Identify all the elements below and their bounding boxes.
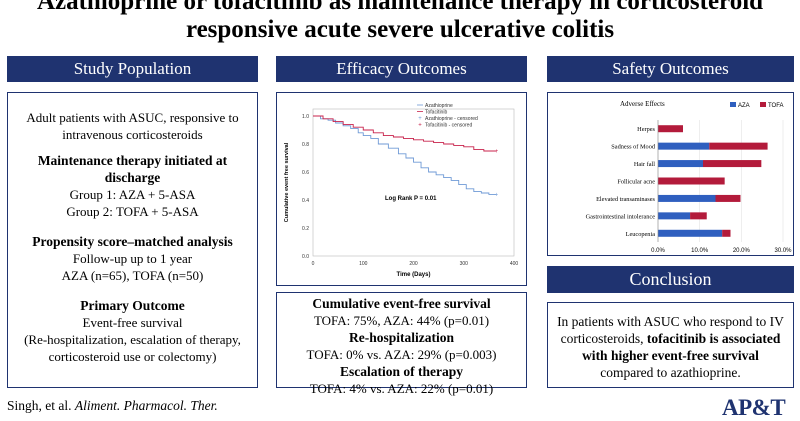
- adverse-effects-chart: Adverse Effects AZA TOFA 0.0% 10.0% 20.0% 30.0…: [586, 100, 793, 254]
- ae-bar-tofa-5: [690, 212, 707, 220]
- km-ytick-5: 1.0: [302, 114, 309, 120]
- ae-bar-tofa-6: [722, 229, 731, 237]
- ae-category-1: Sadness of Mood: [611, 144, 656, 151]
- km-ytick-4: 0.8: [302, 142, 309, 148]
- followup: Follow-up up to 1 year: [72, 251, 193, 266]
- km-legend-label-2: Azathioprine - censored: [425, 116, 478, 122]
- km-xtick-2: 200: [409, 261, 418, 267]
- km-xtick-0: 0: [312, 261, 315, 267]
- km-series-0: [313, 115, 497, 195]
- ae-xtick-2: 20.0%: [733, 248, 751, 254]
- ae-legend-swatch-0: [730, 102, 736, 107]
- adverse-chart-box: Adverse Effects AZA TOFA 0.0% 10.0% 20.0% 30.0…: [547, 92, 794, 256]
- ae-bar-tofa-0: [658, 125, 683, 133]
- rehosp-heading: Re-hospitalization: [348, 330, 454, 345]
- km-ytick-0: 0.0: [302, 254, 309, 260]
- conclusion-text: In patients with ASUC who respond to IV …: [557, 314, 784, 346]
- efs-value: TOFA: 75%, AZA: 44% (p=0.01): [313, 313, 490, 328]
- km-series-1: [313, 115, 497, 152]
- ae-bar-aza-2: [658, 160, 703, 168]
- efficacy-results-box: Cumulative event-free survival TOFA: 75%…: [276, 292, 527, 396]
- group2: Group 2: TOFA + 5-ASA: [66, 204, 199, 219]
- conclusion-emphasis: tofacitinib is associated with higher ev…: [582, 331, 781, 363]
- group1: Group 1: AZA + 5-ASA: [69, 187, 196, 202]
- km-chart-box: 0.0 0.2 0.4 0.6 0.8 1.0 0 100 200 300 400 Time (Day…: [276, 92, 527, 286]
- km-legend-swatch-3: +: [418, 123, 422, 129]
- efs-heading: Cumulative event-free survival: [312, 296, 491, 311]
- km-xlabel: Time (Days): [397, 272, 431, 278]
- paper-title-line2: responsive acute severe ulcerative colit…: [185, 16, 615, 43]
- km-xtick-4: 400: [510, 261, 519, 267]
- conclusion-text-end: compared to azathioprine.: [600, 365, 741, 380]
- outcome: Event-free survival: [82, 315, 183, 330]
- citation: Singh, et al. Aliment. Pharmacol. Ther.: [7, 398, 218, 414]
- ae-bar-tofa-4: [715, 194, 741, 202]
- ae-bar-tofa-1: [709, 142, 768, 150]
- km-ytick-2: 0.4: [302, 198, 309, 204]
- journal-logo: AP&T: [722, 395, 786, 420]
- rehosp-value: TOFA: 0% vs. AZA: 29% (p=0.003): [306, 347, 497, 362]
- escalation-value: TOFA: 4% vs. AZA: 22% (p=0.01): [309, 381, 494, 396]
- ae-bar-aza-5: [658, 212, 691, 220]
- km-ytick-1: 0.2: [302, 226, 309, 232]
- km-legend-label-0: Azathioprine: [425, 103, 453, 109]
- km-annotation: Log Rank P = 0.01: [385, 196, 437, 202]
- maint-heading: Maintenance therapy initiated at dischar…: [37, 153, 228, 185]
- outcome-heading: Primary Outcome: [80, 298, 185, 313]
- paper-title-line1: Azathioprine or tofacitinib as maintenan…: [36, 0, 764, 15]
- safety-header: Safety Outcomes: [547, 56, 794, 82]
- ae-category-0: Herpes: [637, 126, 655, 133]
- conclusion-header: Conclusion: [547, 266, 794, 293]
- km-plot-frame: [312, 108, 515, 257]
- ae-category-4: Elevated transaminases: [596, 196, 655, 203]
- ae-category-5: Gastrointestinal intolerance: [586, 213, 656, 220]
- psm-heading: Propensity score–matched analysis: [32, 234, 233, 249]
- citation-authors: Singh, et al.: [7, 398, 75, 413]
- km-ylabel: Cumulative event free survival: [284, 142, 290, 222]
- ae-xtick-1: 10.0%: [691, 248, 709, 254]
- ae-legend-label-0: AZA: [738, 103, 750, 109]
- efficacy-header: Efficacy Outcomes: [276, 56, 527, 82]
- ae-xtick-3: 30.0%: [774, 248, 792, 254]
- citation-journal: Aliment. Pharmacol. Ther.: [74, 398, 218, 413]
- ae-bar-aza-4: [658, 194, 716, 202]
- outcome-detail: (Re-hospitalization, escalation of thera…: [24, 332, 241, 364]
- ae-legend-label-1: TOFA: [768, 103, 784, 109]
- km-ytick-3: 0.6: [302, 170, 309, 176]
- ae-category-3: Follicular acne: [617, 179, 655, 186]
- km-censor-1: +: [495, 149, 499, 155]
- escalation-heading: Escalation of therapy: [340, 364, 463, 379]
- ae-xtick-0: 0.0%: [651, 248, 665, 254]
- km-legend-label-1: Tofacitinib: [425, 110, 447, 116]
- ae-bar-aza-1: [658, 142, 710, 150]
- ae-bar-aza-6: [658, 229, 723, 237]
- ae-title: Adverse Effects: [620, 100, 665, 108]
- km-legend-swatch-2: +: [418, 116, 422, 122]
- conclusion-box: In patients with ASUC who respond to IV …: [547, 302, 794, 388]
- ae-bar-tofa-2: [703, 160, 762, 168]
- counts: AZA (n=65), TOFA (n=50): [61, 268, 204, 283]
- km-censor-0: +: [495, 192, 499, 198]
- km-xtick-3: 300: [460, 261, 469, 267]
- km-legend-label-3: Tofacitinib - censored: [425, 123, 472, 129]
- ae-legend-swatch-1: [760, 102, 766, 107]
- study-population-box: Adult patients with ASUC, responsive to …: [7, 92, 258, 388]
- km-survival-chart: 0.0 0.2 0.4 0.6 0.8 1.0 0 100 200 300 400 Time (Day…: [284, 103, 519, 278]
- ae-category-2: Hair fall: [634, 161, 655, 168]
- population-intro: Adult patients with ASUC, responsive to …: [26, 110, 239, 142]
- km-xtick-1: 100: [359, 261, 368, 267]
- ae-category-6: Leucopenia: [626, 231, 656, 238]
- ae-bar-tofa-3: [658, 177, 725, 185]
- study-population-header: Study Population: [7, 56, 258, 82]
